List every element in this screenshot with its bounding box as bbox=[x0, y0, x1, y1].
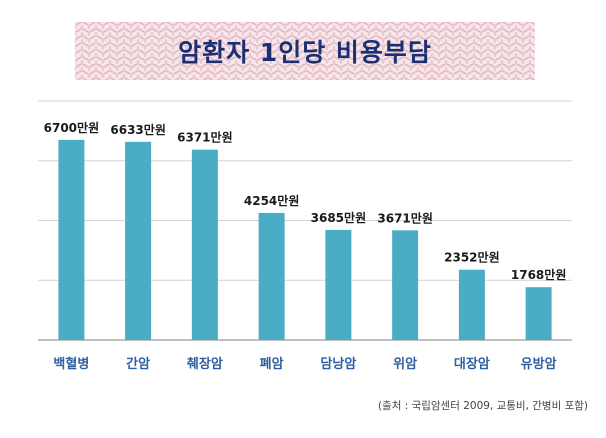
bar-2 bbox=[125, 141, 152, 340]
bar-8 bbox=[525, 287, 552, 340]
category-label: 대장암 bbox=[454, 356, 490, 372]
bar-1 bbox=[58, 139, 85, 340]
category-label: 췌장암 bbox=[187, 356, 223, 372]
value-label: 6633만원 bbox=[110, 122, 165, 137]
value-label: 3671만원 bbox=[377, 210, 432, 225]
bar-5 bbox=[325, 229, 352, 340]
value-label: 6371만원 bbox=[177, 130, 232, 145]
category-label: 위암 bbox=[393, 356, 417, 372]
bar-3 bbox=[191, 149, 218, 340]
category-label: 담낭암 bbox=[320, 356, 356, 372]
value-label: 1768만원 bbox=[511, 267, 566, 282]
category-label: 폐암 bbox=[260, 356, 284, 372]
value-label: 2352만원 bbox=[444, 250, 499, 265]
value-label: 4254만원 bbox=[244, 193, 299, 208]
value-label: 3685만원 bbox=[311, 210, 366, 225]
category-label: 백혈병 bbox=[53, 356, 89, 372]
bar-7 bbox=[458, 269, 485, 340]
category-label: 유방암 bbox=[521, 356, 557, 372]
category-label: 간암 bbox=[126, 356, 150, 372]
title-banner: 암환자 1인당 비용부담 bbox=[75, 22, 535, 80]
chart-title: 암환자 1인당 비용부담 bbox=[178, 38, 432, 67]
source-note: (출처 : 국립암센터 2009, 교통비, 간병비 포함) bbox=[377, 400, 588, 412]
value-label: 6700만원 bbox=[44, 120, 99, 135]
category-labels: 백혈병 간암 췌장암 폐암 담낭암 위암 대장암 유방암 bbox=[53, 356, 556, 372]
bar-4 bbox=[258, 212, 285, 340]
value-labels: 6700만원 6633만원 6371만원 4254만원 3685만원 3671만원 2352… bbox=[44, 120, 567, 282]
bars bbox=[58, 139, 552, 340]
gridlines bbox=[38, 100, 572, 341]
bar-6 bbox=[392, 230, 419, 340]
